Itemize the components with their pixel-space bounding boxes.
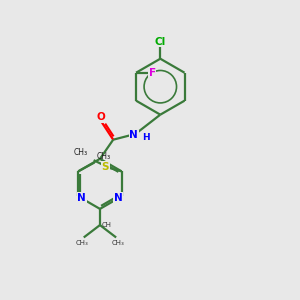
Text: S: S	[102, 162, 109, 172]
Text: CH₃: CH₃	[76, 240, 88, 246]
Text: F: F	[149, 68, 156, 78]
Text: CH₃: CH₃	[97, 152, 111, 161]
Text: Cl: Cl	[155, 37, 166, 46]
Text: CH₃: CH₃	[112, 240, 124, 246]
Text: O: O	[96, 112, 105, 122]
Text: H: H	[142, 133, 150, 142]
Text: CH₃: CH₃	[74, 148, 88, 157]
Text: N: N	[77, 193, 86, 203]
Text: N: N	[114, 193, 122, 203]
Text: N: N	[129, 130, 138, 140]
Text: CH: CH	[102, 222, 112, 228]
